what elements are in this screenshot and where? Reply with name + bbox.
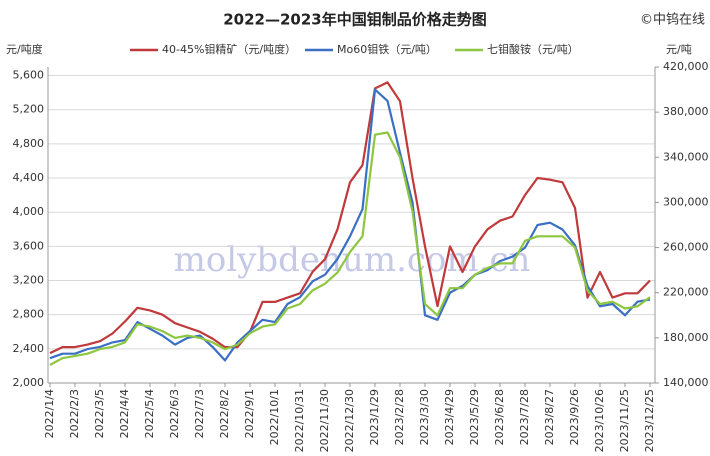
y-tick-label: 5,200	[13, 103, 45, 116]
x-tick-label: 2022/6/3	[168, 389, 181, 438]
y2-tick-label: 300,000	[663, 195, 709, 208]
y2-tick-label: 340,000	[663, 150, 709, 163]
legend-label: 七钼酸铵（元/吨）	[487, 42, 579, 56]
y-tick-label: 3,600	[13, 239, 45, 252]
x-tick-label: 2023/3/30	[418, 389, 431, 445]
x-tick-label: 2023/10/26	[593, 389, 606, 452]
y-axis-label: 元/吨度	[6, 42, 43, 56]
y-tick-label: 4,800	[13, 137, 45, 150]
y-tick-label: 2,800	[13, 308, 45, 321]
series-line	[49, 88, 651, 362]
x-tick-label: 2023/11/25	[618, 389, 631, 452]
x-tick-label: 2022/7/3	[193, 389, 206, 438]
x-tick-label: 2023/1/29	[368, 389, 381, 445]
y2-tick-label: 420,000	[663, 60, 709, 73]
x-tick-label: 2023/12/25	[643, 389, 656, 452]
x-tick-label: 2023/5/29	[468, 389, 481, 445]
x-tick-label: 2022/5/4	[143, 389, 156, 438]
y-tick-label: 4,000	[13, 205, 45, 218]
copyright: ©中钨在线	[640, 12, 705, 28]
y2-axis-label: 元/吨	[666, 43, 692, 56]
y-tick-label: 2,000	[13, 376, 45, 389]
y2-tick-label: 380,000	[663, 105, 709, 118]
x-tick-label: 2022/11/30	[318, 389, 331, 452]
series-line	[49, 131, 651, 366]
x-tick-label: 2022/3/5	[93, 389, 106, 438]
x-tick-label: 2023/9/26	[568, 389, 581, 445]
legend-label: Mo60钼铁（元/吨）	[337, 42, 437, 56]
y-tick-label: 2,400	[13, 342, 45, 355]
x-tick-label: 2023/7/28	[518, 389, 531, 445]
x-tick-label: 2022/2/3	[68, 389, 81, 438]
y2-tick-label: 220,000	[663, 286, 709, 299]
x-tick-label: 2022/9/1	[243, 389, 256, 438]
y-tick-label: 3,200	[13, 274, 45, 287]
x-tick-label: 2022/10/1	[268, 389, 281, 445]
x-tick-label: 2022/10/31	[293, 389, 306, 452]
y2-tick-label: 260,000	[663, 241, 709, 254]
x-tick-label: 2023/2/28	[393, 389, 406, 445]
y-tick-label: 5,600	[13, 69, 45, 82]
x-tick-label: 2023/4/29	[443, 389, 456, 445]
x-tick-label: 2022/8/2	[218, 389, 231, 438]
y-tick-label: 4,400	[13, 171, 45, 184]
y2-tick-label: 140,000	[663, 376, 709, 389]
y2-tick-label: 180,000	[663, 331, 709, 344]
x-tick-label: 2022/1/4	[43, 389, 56, 438]
chart-title: 2022—2023年中国钼制品价格走势图	[223, 11, 487, 29]
series-line	[49, 81, 651, 355]
x-tick-label: 2022/4/4	[118, 389, 131, 438]
x-tick-label: 2023/6/28	[493, 389, 506, 445]
x-tick-label: 2023/8/27	[543, 389, 556, 445]
x-tick-label: 2022/12/30	[343, 389, 356, 452]
legend-label: 40-45%钼精矿（元/吨度）	[162, 42, 296, 56]
